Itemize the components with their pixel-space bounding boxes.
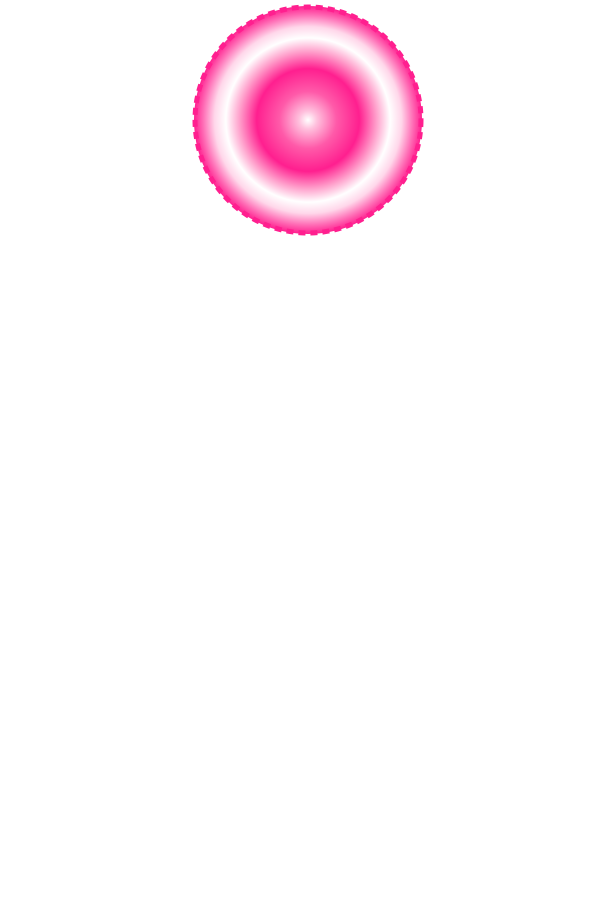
- radial-badge: [190, 2, 426, 238]
- radial-badge-icon: [192, 4, 424, 236]
- badge-dashed-edge: [192, 4, 424, 236]
- badge-fill: [194, 6, 422, 234]
